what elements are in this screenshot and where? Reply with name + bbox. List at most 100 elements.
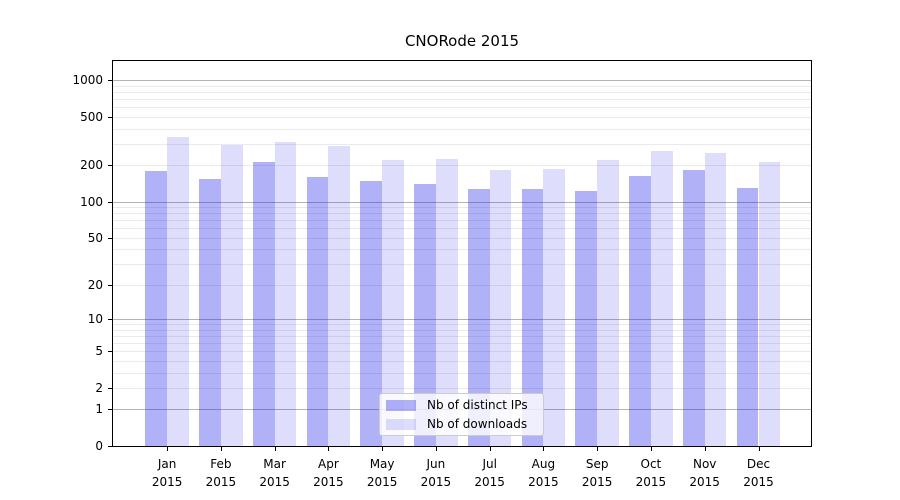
gridline-minor	[113, 372, 811, 374]
gridline-minor	[113, 351, 811, 353]
bar-distinct-ips	[521, 188, 544, 446]
legend-item: Nb of distinct IPs	[386, 398, 537, 412]
x-tick	[704, 447, 706, 451]
gridline-minor	[113, 213, 811, 215]
x-tick	[167, 447, 169, 451]
x-tick-label: Jul 2015	[474, 457, 505, 489]
legend-label: Nb of downloads	[427, 417, 528, 431]
x-tick	[382, 447, 384, 451]
legend-label: Nb of distinct IPs	[427, 398, 528, 412]
y-tick-label: 1000	[72, 73, 103, 87]
x-tick-label: Jan 2015	[151, 457, 183, 489]
x-tick-label: Feb 2015	[205, 457, 237, 489]
bar-downloads	[758, 162, 781, 446]
gridline-minor	[113, 98, 811, 100]
x-tick-label: Mar 2015	[259, 457, 290, 489]
x-tick	[435, 447, 437, 451]
bar-downloads	[220, 144, 243, 446]
y-tick	[108, 80, 113, 81]
bar-distinct-ips	[682, 170, 705, 446]
gridline-minor	[113, 284, 811, 286]
gridline-minor	[113, 324, 811, 325]
bar-distinct-ips	[145, 171, 168, 446]
bar-downloads	[274, 142, 297, 446]
bar-distinct-ips	[306, 176, 329, 446]
gridline-minor	[113, 228, 811, 230]
bar-downloads	[650, 151, 673, 446]
x-tick-label: Oct 2015	[635, 457, 667, 489]
gridline-major	[113, 201, 811, 203]
gridline-minor	[113, 116, 811, 118]
gridline-minor	[113, 220, 811, 222]
bar-downloads	[328, 145, 351, 446]
bar-distinct-ips	[360, 181, 383, 446]
y-tick	[108, 387, 113, 389]
y-tick	[108, 446, 113, 447]
y-tick-label: 2	[95, 380, 103, 395]
bar-downloads	[543, 168, 566, 446]
bar-downloads	[704, 152, 727, 446]
bar-downloads	[435, 158, 458, 446]
y-tick	[108, 409, 113, 411]
gridline-minor	[113, 143, 811, 145]
x-tick-label: Jun 2015	[420, 457, 452, 489]
y-tick-label: 500	[80, 109, 103, 124]
y-tick-label: 5	[95, 344, 103, 359]
x-tick	[758, 447, 760, 451]
bar-distinct-ips	[252, 162, 275, 446]
gridline-minor	[113, 91, 811, 93]
y-tick-label: 200	[80, 158, 103, 173]
y-tick-label: 20	[87, 277, 103, 292]
legend-color-swatch-icon	[386, 418, 416, 430]
bar-downloads	[167, 137, 189, 446]
gridline-minor	[113, 237, 811, 239]
y-tick-label: 50	[87, 230, 103, 245]
x-tick	[543, 447, 545, 451]
x-tick	[650, 447, 652, 451]
y-tick	[108, 201, 113, 203]
gridline-major	[113, 319, 811, 320]
gridline-minor	[113, 85, 811, 87]
bar-distinct-ips	[629, 175, 651, 446]
plot-area: CNORode 2015 0 1 2 5 10 20 50 100 200 500 1000 Jan…	[72, 32, 812, 489]
x-tick-label: Apr 2015	[313, 457, 344, 489]
y-tick	[108, 237, 113, 239]
bar-downloads	[382, 159, 404, 446]
y-tick	[108, 116, 113, 118]
x-tick	[328, 447, 330, 451]
x-tick	[274, 447, 276, 451]
y-tick	[108, 351, 113, 353]
gridline-major	[113, 80, 811, 81]
bar-distinct-ips	[575, 190, 598, 446]
x-tick-label: Dec 2015	[743, 457, 774, 489]
legend-item: Nb of downloads	[386, 417, 537, 431]
legend-color-swatch-icon	[386, 399, 416, 411]
chart-title: CNORode 2015	[404, 32, 520, 50]
gridline-minor	[113, 128, 811, 130]
bar-distinct-ips	[414, 183, 436, 446]
bar-downloads	[597, 159, 619, 446]
gridline-minor	[113, 360, 811, 362]
x-tick	[220, 447, 222, 451]
x-tick	[489, 447, 491, 451]
x-tick-label: Aug 2015	[528, 457, 559, 489]
gridline-minor	[113, 249, 811, 251]
bar-distinct-ips	[736, 188, 759, 446]
gridline-minor	[113, 165, 811, 167]
y-tick	[108, 319, 113, 320]
x-tick-label: May 2015	[366, 457, 398, 489]
gridline-minor	[113, 329, 811, 331]
y-tick-label: 0	[95, 439, 103, 453]
gridline-minor	[113, 335, 811, 337]
y-tick	[108, 165, 113, 167]
y-tick-label: 1	[95, 402, 103, 417]
y-tick-label: 10	[87, 312, 103, 326]
gridline-minor	[113, 387, 811, 389]
gridline-minor	[113, 342, 811, 344]
x-tick-label: Sep 2015	[581, 457, 613, 489]
gridline-minor	[113, 207, 811, 209]
bar-distinct-ips	[467, 189, 490, 446]
x-tick-label: Nov 2015	[689, 457, 720, 489]
legend: Nb of distinct IPs Nb of downloads	[379, 393, 544, 436]
